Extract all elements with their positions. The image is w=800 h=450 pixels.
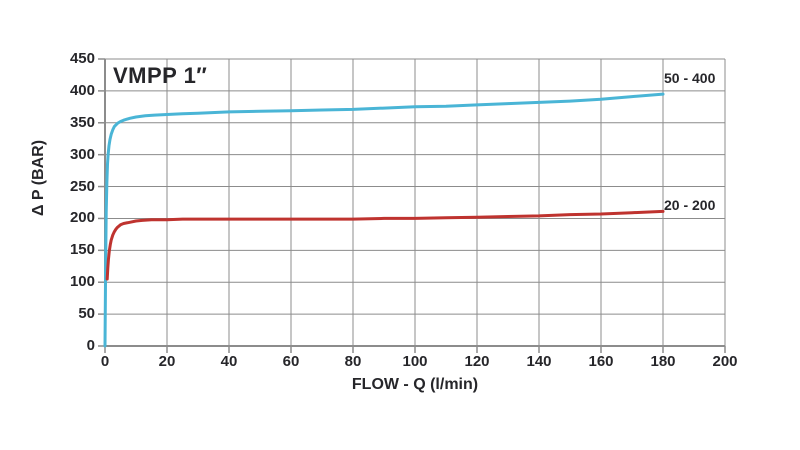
y-tick-label: 100 — [69, 273, 95, 291]
x-tick-label: 140 — [526, 353, 552, 370]
chart-title: VMPP 1″ — [113, 63, 208, 88]
y-tick-label: 350 — [69, 113, 95, 131]
series-label-50-400: 50 - 400 — [664, 70, 716, 86]
series-curve-20-200 — [105, 209, 665, 281]
y-tick-label: 450 — [69, 50, 95, 67]
x-tick-label: 80 — [344, 353, 362, 370]
x-tick-label: 120 — [464, 353, 490, 370]
y-tick-label: 200 — [69, 209, 95, 227]
series-label-20-200: 20 - 200 — [664, 197, 716, 213]
x-tick-label: 60 — [282, 353, 300, 370]
x-tick-label: 20 — [158, 353, 176, 370]
y-tick-label: 0 — [86, 337, 95, 354]
x-tick-label: 200 — [712, 353, 738, 370]
x-tick-label: 160 — [588, 353, 614, 370]
x-tick-label: 0 — [100, 353, 110, 370]
x-tick-label: 40 — [220, 353, 238, 370]
y-tick-label: 50 — [78, 305, 95, 323]
y-tick-label: 300 — [69, 145, 95, 163]
y-tick-label: 250 — [69, 177, 95, 195]
x-axis-title: FLOW - Q (l/min) — [351, 376, 479, 393]
series-curve-50-400 — [103, 92, 665, 348]
y-tick-label: 400 — [69, 81, 95, 99]
x-tick-label: 180 — [650, 353, 676, 370]
x-tick-label: 100 — [402, 353, 428, 370]
y-tick-label: 150 — [69, 241, 95, 259]
